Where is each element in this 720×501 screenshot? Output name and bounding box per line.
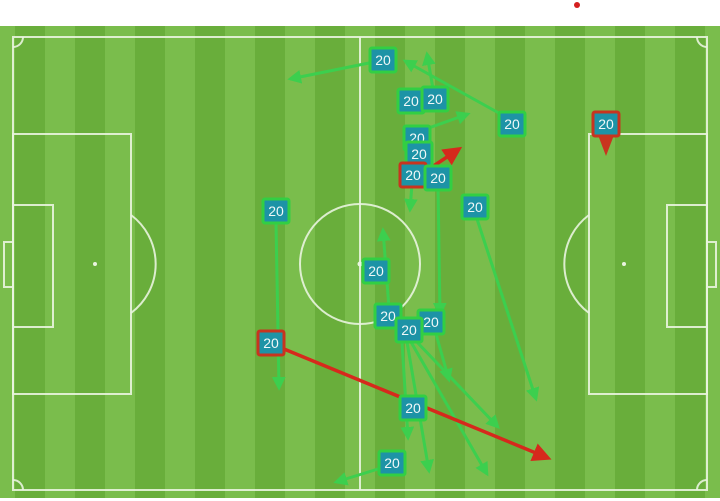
pass-marker[interactable]: 20 — [396, 87, 426, 115]
grass-stripe — [555, 26, 585, 498]
marker-pin-icon — [598, 135, 614, 156]
marker-box — [423, 164, 453, 192]
pass-arrow-green[interactable] — [413, 338, 500, 429]
pass-arrow-green[interactable] — [434, 333, 453, 383]
extras-layer — [574, 2, 580, 8]
marker-label: 20 — [598, 116, 614, 132]
marker-box — [497, 110, 527, 138]
pass-marker[interactable]: 20 — [398, 161, 428, 189]
marker-box — [261, 197, 291, 225]
pass-arrow-green[interactable] — [271, 221, 286, 391]
pass-marker[interactable]: 20 — [420, 85, 450, 113]
grass-stripe — [75, 26, 105, 498]
pass-arrow-green[interactable] — [400, 341, 415, 441]
pass-marker[interactable]: 20 — [261, 197, 291, 225]
corner-arc-top-left — [12, 36, 24, 48]
marker-label: 20 — [263, 335, 279, 351]
pass-arrow-green[interactable] — [475, 218, 540, 402]
pass-arrow-green[interactable] — [402, 59, 507, 119]
marker-label: 20 — [401, 322, 417, 338]
marker-label: 20 — [427, 91, 443, 107]
marker-box — [368, 46, 398, 74]
right-penalty-arc — [563, 214, 590, 314]
pass-marker[interactable]: 20 — [591, 110, 621, 156]
grass-stripe — [315, 26, 345, 498]
pass-marker[interactable]: 20 — [423, 164, 453, 192]
grass-stripe — [15, 26, 45, 498]
center-spot — [357, 261, 363, 267]
grass-stripe — [495, 26, 525, 498]
corner-arc-top-right — [696, 36, 708, 48]
marker-label: 20 — [504, 116, 520, 132]
marker-label: 20 — [268, 203, 284, 219]
marker-label: 20 — [467, 199, 483, 215]
marker-label: 20 — [411, 146, 427, 162]
marker-label: 20 — [368, 263, 384, 279]
pass-arrow-green[interactable] — [287, 61, 370, 84]
pass-arrow-green[interactable] — [422, 51, 436, 90]
pass-marker[interactable]: 20 — [368, 46, 398, 74]
pass-marker[interactable]: 20 — [361, 257, 391, 285]
marker-box — [256, 329, 286, 357]
grass-stripe — [135, 26, 165, 498]
marker-label: 20 — [403, 93, 419, 109]
pass-marker[interactable]: 20 — [394, 316, 424, 344]
marker-label: 20 — [380, 308, 396, 324]
marker-box — [361, 257, 391, 285]
marker-box — [394, 316, 424, 344]
event-dot — [574, 2, 580, 8]
corner-arc-bottom-left — [12, 479, 24, 491]
pass-arrow-green[interactable] — [333, 467, 379, 486]
grass-stripe — [255, 26, 285, 498]
pass-marker[interactable]: 20 — [377, 449, 407, 477]
right-penalty-spot — [622, 262, 626, 266]
grass-stripe — [615, 26, 645, 498]
pass-marker[interactable]: 20 — [460, 193, 490, 221]
marker-label: 20 — [384, 455, 400, 471]
grass-stripe — [675, 26, 705, 498]
grass-stripe — [195, 26, 225, 498]
left-penalty-spot — [93, 262, 97, 266]
marker-box — [398, 394, 428, 422]
marker-label: 20 — [405, 167, 421, 183]
marker-box — [377, 449, 407, 477]
pass-arrow-green[interactable] — [432, 183, 447, 317]
marker-label: 20 — [423, 314, 439, 330]
marker-label: 20 — [430, 170, 446, 186]
pass-arrow-green[interactable] — [409, 341, 489, 477]
pass-marker[interactable]: 20 — [398, 394, 428, 422]
center-circle — [299, 203, 421, 325]
marker-label: 20 — [405, 400, 421, 416]
marker-label: 20 — [375, 52, 391, 68]
pass-marker[interactable]: 20 — [256, 329, 286, 357]
pitch-lines — [3, 36, 717, 491]
marker-box — [460, 193, 490, 221]
left-goal — [3, 241, 14, 288]
corner-arc-bottom-right — [696, 479, 708, 491]
pass-marker[interactable]: 20 — [497, 110, 527, 138]
right-goal — [706, 241, 717, 288]
marker-box — [591, 110, 621, 138]
left-penalty-arc — [130, 214, 157, 314]
marker-box — [420, 85, 450, 113]
